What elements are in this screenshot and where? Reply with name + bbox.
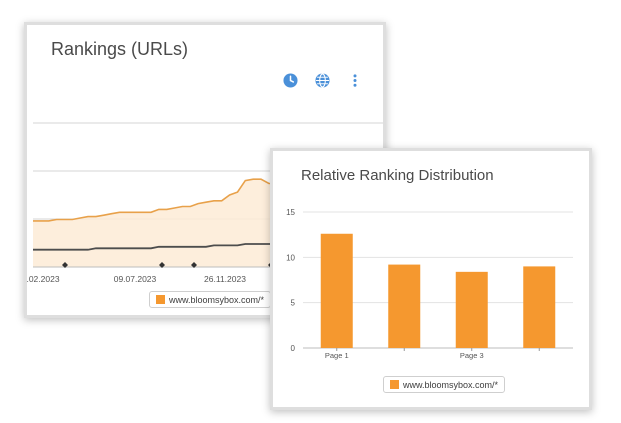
x-tick-label: 26.11.2023 (204, 274, 246, 284)
event-marker[interactable] (159, 262, 165, 268)
y-tick-label: 5 (291, 299, 296, 308)
more-vertical-icon[interactable] (352, 73, 358, 88)
x-tick-label: 09.07.2023 (114, 274, 157, 284)
bar[interactable] (455, 271, 488, 348)
globe-icon[interactable] (315, 73, 330, 88)
x-tick-label: Page 3 (460, 351, 484, 360)
relative-ranking-card: Relative Ranking Distribution 0 5 10 15 Page… (270, 148, 592, 410)
legend-label: www.bloomsybox.com/* (169, 294, 265, 305)
relative-ranking-title: Relative Ranking Distribution (301, 167, 494, 184)
relative-legend[interactable]: www.bloomsybox.com/* (383, 376, 506, 393)
y-tick-label: 15 (286, 208, 295, 217)
y-tick-label: 0 (291, 344, 296, 353)
rankings-legend[interactable]: www.bloomsybox.com/* (149, 291, 272, 308)
bar[interactable] (523, 266, 556, 348)
legend-swatch (156, 295, 165, 304)
event-marker[interactable] (191, 262, 197, 268)
rankings-title: Rankings (URLs) (51, 39, 189, 59)
bar[interactable] (320, 233, 353, 348)
event-marker[interactable] (62, 262, 68, 268)
x-tick-label: Page 1 (325, 351, 349, 360)
legend-label: www.bloomsybox.com/* (403, 379, 499, 390)
legend-swatch (390, 380, 399, 389)
clock-icon[interactable] (283, 73, 298, 88)
x-tick-label: .02.2023 (27, 274, 60, 284)
relative-ranking-chart: 0 5 10 15 Page 1 Page 3 (286, 208, 573, 360)
y-tick-label: 10 (286, 253, 295, 262)
bar[interactable] (388, 264, 421, 348)
